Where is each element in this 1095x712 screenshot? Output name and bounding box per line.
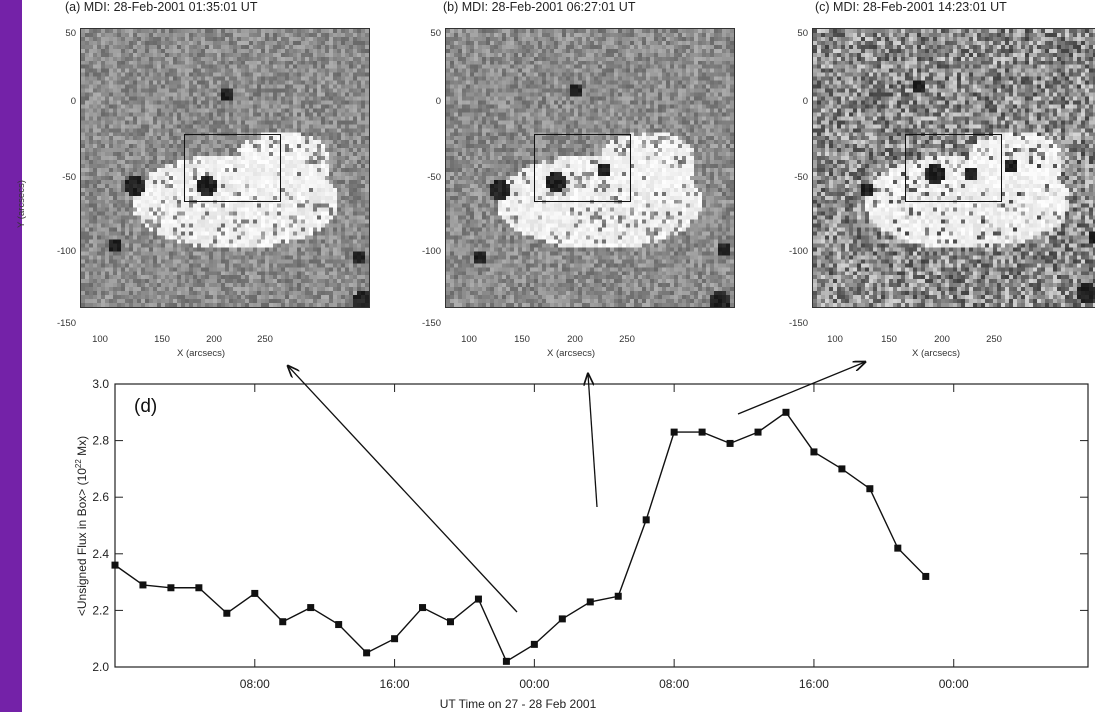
data-point bbox=[670, 428, 678, 436]
data-point bbox=[922, 572, 930, 580]
y-tick: -150 bbox=[421, 318, 441, 329]
y-tick-label: 2.6 bbox=[92, 490, 109, 504]
panel-d-label: (d) bbox=[134, 396, 157, 417]
y-tick: -50 bbox=[62, 172, 76, 183]
data-point bbox=[726, 439, 734, 447]
y-tick: -50 bbox=[794, 172, 808, 183]
y-tick-label: 2.0 bbox=[92, 660, 109, 674]
data-point bbox=[251, 589, 259, 597]
data-point bbox=[586, 598, 594, 606]
x-tick: 150 bbox=[514, 334, 530, 345]
magnetogram-c bbox=[812, 28, 1095, 308]
data-point bbox=[307, 604, 315, 612]
data-point bbox=[698, 428, 706, 436]
data-point bbox=[474, 595, 482, 603]
panel-c-title: (c) MDI: 28-Feb-2001 14:23:01 UT bbox=[815, 0, 1007, 14]
x-tick: 200 bbox=[206, 334, 222, 345]
y-tick: -150 bbox=[788, 318, 808, 329]
panel-b-title: (b) MDI: 28-Feb-2001 06:27:01 UT bbox=[443, 0, 636, 14]
x-tick-label: 00:00 bbox=[939, 677, 969, 691]
x-tick: 250 bbox=[619, 334, 635, 345]
data-point bbox=[894, 544, 902, 552]
x-axis-title: UT Time on 27 - 28 Feb 2001 bbox=[440, 697, 597, 711]
data-point bbox=[139, 581, 147, 589]
x-tick: 150 bbox=[154, 334, 170, 345]
y-axis-title-exponent: 22 bbox=[74, 459, 83, 468]
x-axis-label-b: X (arcsecs) bbox=[547, 348, 596, 359]
series-line bbox=[114, 411, 927, 663]
x-axis-label-a: X (arcsecs) bbox=[177, 348, 226, 359]
data-point bbox=[111, 561, 119, 569]
data-point bbox=[614, 592, 622, 600]
y-tick-label: 3.0 bbox=[92, 377, 109, 391]
y-tick-label: 2.2 bbox=[92, 603, 109, 617]
data-point bbox=[391, 635, 399, 643]
x-tick-label: 08:00 bbox=[659, 677, 689, 691]
y-tick: 0 bbox=[802, 96, 808, 107]
data-point bbox=[642, 516, 650, 524]
selection-box-a bbox=[184, 134, 281, 202]
x-tick: 100 bbox=[92, 334, 108, 345]
data-point bbox=[195, 584, 203, 592]
data-point bbox=[419, 604, 427, 612]
y-tick-label: 2.4 bbox=[92, 547, 109, 561]
x-tick: 150 bbox=[881, 334, 897, 345]
data-point bbox=[530, 640, 538, 648]
data-point bbox=[167, 584, 175, 592]
y-tick: 50 bbox=[65, 28, 76, 39]
x-tick-label: 08:00 bbox=[240, 677, 270, 691]
y-tick: 50 bbox=[430, 28, 441, 39]
y-tick: 0 bbox=[70, 96, 76, 107]
x-axis-label-c: X (arcsecs) bbox=[912, 348, 961, 359]
data-point bbox=[838, 465, 846, 473]
data-point bbox=[279, 618, 287, 626]
panel-a-title: (a) MDI: 28-Feb-2001 01:35:01 UT bbox=[65, 0, 258, 14]
y-tick: -100 bbox=[788, 246, 808, 257]
data-point bbox=[502, 657, 510, 665]
data-point bbox=[335, 621, 343, 629]
arrow-to-panel-c bbox=[737, 362, 865, 415]
x-tick-label: 00:00 bbox=[519, 677, 549, 691]
x-tick: 250 bbox=[257, 334, 273, 345]
flux-line-chart: 2.0 2.2 2.4 2.6 2.8 3.0 08:00 16:00 00:00 08:00 1… bbox=[74, 0, 1089, 711]
data-point bbox=[223, 609, 231, 617]
data-point bbox=[363, 649, 371, 657]
x-tick: 100 bbox=[461, 334, 477, 345]
y-axis-title: <Unsigned Flux in Box> (1022 Mx) bbox=[74, 436, 89, 616]
x-tick: 250 bbox=[986, 334, 1002, 345]
arrow-to-panel-a bbox=[288, 366, 518, 613]
x-tick: 100 bbox=[827, 334, 843, 345]
data-point bbox=[446, 618, 454, 626]
y-tick: -100 bbox=[56, 246, 76, 257]
x-tick: 200 bbox=[567, 334, 583, 345]
y-axis-title-unit: Mx) bbox=[75, 436, 89, 459]
data-point bbox=[754, 428, 762, 436]
plot-frame bbox=[114, 383, 1089, 668]
y-axis-title-main: <Unsigned Flux in Box> (10 bbox=[75, 468, 89, 616]
x-tick-label: 16:00 bbox=[799, 677, 829, 691]
selection-box-c bbox=[905, 134, 1002, 202]
y-tick: 0 bbox=[435, 96, 441, 107]
magnetogram-a bbox=[80, 28, 370, 308]
data-point bbox=[810, 448, 818, 456]
x-tick: 200 bbox=[934, 334, 950, 345]
y-tick: 50 bbox=[797, 28, 808, 39]
y-tick-label: 2.8 bbox=[92, 434, 109, 448]
y-tick: -50 bbox=[427, 172, 441, 183]
figure-canvas: (a) MDI: 28-Feb-2001 01:35:01 UT 50 0 -5… bbox=[16, 0, 1095, 712]
data-point bbox=[866, 485, 874, 493]
arrow-to-panel-b bbox=[588, 374, 598, 508]
y-tick: -150 bbox=[56, 318, 76, 329]
x-tick-label: 16:00 bbox=[380, 677, 410, 691]
magnetogram-b bbox=[445, 28, 735, 308]
y-tick: -100 bbox=[421, 246, 441, 257]
data-point bbox=[558, 615, 566, 623]
selection-box-b bbox=[534, 134, 631, 202]
data-point bbox=[782, 408, 790, 416]
